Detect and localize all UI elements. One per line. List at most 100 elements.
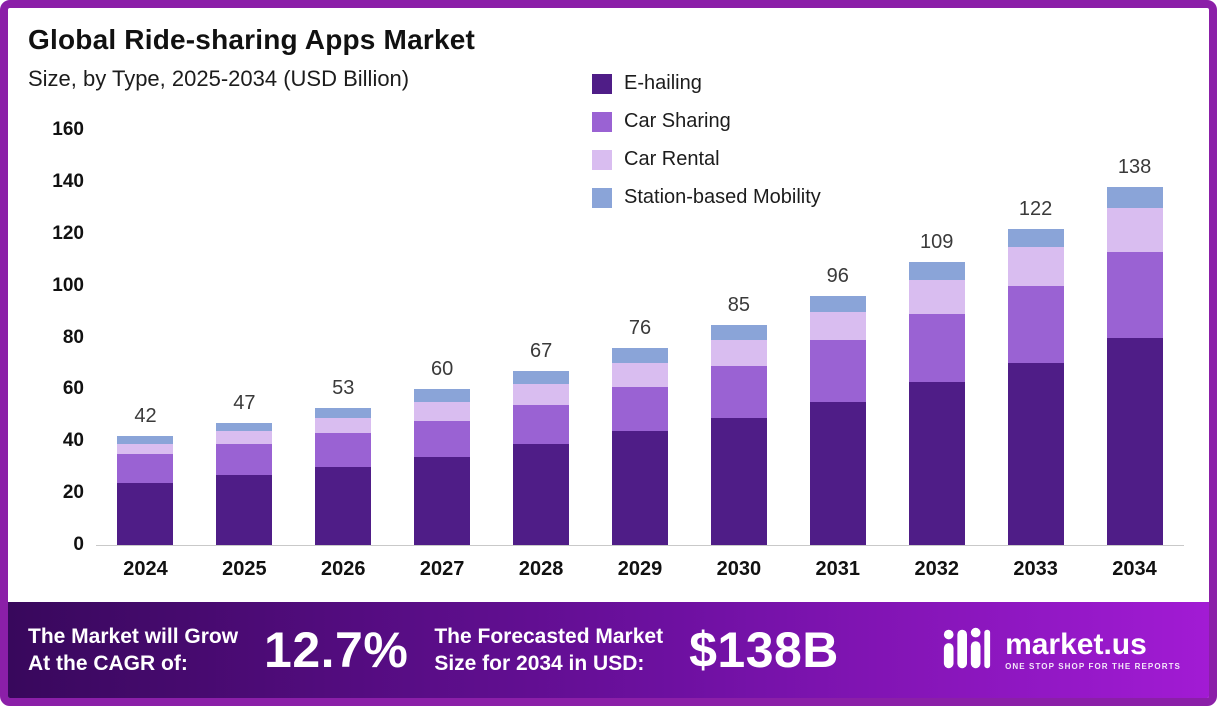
- bar-segment: [513, 371, 570, 385]
- y-tick-label: 140: [52, 170, 84, 192]
- y-tick-label: 0: [73, 534, 84, 555]
- legend-item: Car Sharing: [592, 110, 821, 133]
- bar-segment: [809, 311, 866, 341]
- legend-label: Station-based Mobility: [624, 186, 821, 208]
- bar-column: 138: [1085, 130, 1184, 545]
- bar-segment: [809, 340, 866, 403]
- bar-stack: [710, 324, 767, 545]
- bar-segment: [611, 347, 668, 364]
- bar-total-label: 47: [233, 392, 256, 415]
- bars-container: 42 47 53 60 67 76 85 96 109 122 138: [96, 130, 1184, 545]
- bar-segment: [414, 389, 471, 403]
- bar-total-label: 60: [431, 358, 454, 381]
- bar-segment: [315, 433, 372, 468]
- bar-segment: [1007, 285, 1064, 364]
- bar-segment: [611, 386, 668, 431]
- bar-total-label: 67: [529, 340, 553, 363]
- bar-segment: [414, 456, 471, 545]
- bar-segment: [117, 482, 174, 545]
- legend-swatch: [592, 149, 612, 170]
- x-tick-label: 2028: [518, 558, 564, 580]
- bar-segment: [1106, 187, 1163, 208]
- bar-segment: [216, 423, 273, 431]
- bar-segment: [1007, 246, 1064, 286]
- plot-area: 42 47 53 60 67 76 85 96 109 122 138: [96, 130, 1184, 546]
- bar-segment: [1007, 228, 1064, 247]
- bar-total-label: 53: [332, 376, 355, 399]
- legend-label: Car Sharing: [624, 110, 731, 132]
- bar-stack: [908, 262, 965, 545]
- legend-swatch: [592, 187, 612, 208]
- forecast-label: The Forecasted Market Size for 2034 in U…: [434, 623, 663, 678]
- bar-total-label: 85: [727, 293, 751, 316]
- bar-column: 85: [689, 130, 788, 545]
- bar-column: 67: [492, 130, 591, 545]
- y-tick-label: 160: [52, 119, 84, 140]
- y-tick-label: 20: [62, 482, 84, 504]
- bar-stack: [216, 423, 273, 545]
- legend-item: E-hailing: [592, 72, 821, 95]
- legend-swatch: [592, 73, 612, 94]
- bar-segment: [117, 436, 174, 444]
- y-tick-label: 100: [52, 274, 84, 296]
- chart-header: Global Ride-sharing Apps Market Size, by…: [28, 24, 475, 92]
- bar-segment: [117, 454, 174, 483]
- bar-stack: [611, 347, 668, 545]
- bar-segment: [513, 384, 570, 405]
- bar-column: 96: [788, 130, 887, 545]
- bar-segment: [1007, 363, 1064, 545]
- y-tick-label: 80: [62, 326, 84, 348]
- legend-swatch: [592, 111, 612, 132]
- x-tick-label: 2027: [419, 558, 465, 580]
- bar-column: 109: [887, 130, 986, 545]
- bar-segment: [809, 296, 866, 312]
- bar-stack: [1106, 187, 1163, 545]
- x-tick-label: 2031: [815, 558, 861, 580]
- bar-stack: [414, 389, 471, 545]
- bar-column: 76: [591, 130, 690, 545]
- marketus-logo-icon: [941, 622, 993, 679]
- x-tick-label: 2026: [321, 558, 366, 580]
- stacked-bar-chart: 0 20 40 60 80 100 120 140 160 42 47 53 60 67 76 85 96 10…: [34, 119, 1184, 581]
- bar-column: 47: [195, 130, 294, 545]
- cagr-label-line2: At the CAGR of:: [28, 652, 188, 675]
- bar-column: 60: [393, 130, 492, 545]
- y-axis: 0 20 40 60 80 100 120 140 160: [34, 119, 96, 555]
- bar-segment: [908, 280, 965, 315]
- legend: E-hailing Car Sharing Car Rental Station-ba…: [592, 72, 821, 209]
- page-subtitle: Size, by Type, 2025-2034 (USD Billion): [28, 66, 410, 91]
- x-tick-label: 2030: [716, 558, 762, 580]
- bar-segment: [216, 443, 273, 475]
- y-tick-label: 120: [52, 222, 84, 244]
- bar-segment: [315, 467, 372, 545]
- bar-segment: [908, 262, 965, 281]
- x-axis: 2024 2025 2026 2027 2028 2029 2030 2031 2032 2033…: [96, 558, 1184, 581]
- footer-banner: The Market will Grow At the CAGR of: 12.…: [8, 602, 1209, 698]
- forecast-label-line1: The Forecasted Market: [434, 624, 664, 648]
- bar-segment: [710, 324, 767, 341]
- bar-segment: [908, 314, 965, 382]
- x-tick-label: 2034: [1112, 558, 1157, 580]
- bar-segment: [315, 417, 372, 434]
- bar-column: 122: [986, 130, 1085, 545]
- cagr-value: 12.7%: [264, 622, 409, 678]
- bar-segment: [117, 443, 174, 455]
- bar-segment: [710, 417, 767, 545]
- bar-stack: [1007, 228, 1064, 545]
- bar-segment: [216, 474, 273, 545]
- marketus-brand: market.us ONE STOP SHOP FOR THE REPORTS: [941, 622, 1189, 679]
- bar-stack: [809, 296, 866, 545]
- legend-item: Station-based Mobility: [592, 186, 821, 209]
- y-tick-label: 60: [62, 378, 84, 400]
- cagr-label-line1: The Market will Grow: [28, 624, 239, 648]
- brand-name: market.us: [1005, 627, 1147, 661]
- bar-segment: [315, 407, 372, 418]
- bar-segment: [216, 430, 273, 444]
- bar-column: 42: [96, 130, 195, 545]
- x-tick-label: 2033: [1013, 558, 1058, 580]
- bar-total-label: 138: [1117, 156, 1152, 179]
- legend-label: E-hailing: [624, 72, 702, 94]
- bar-stack: [513, 371, 570, 545]
- cagr-label: The Market will Grow At the CAGR of:: [28, 623, 238, 678]
